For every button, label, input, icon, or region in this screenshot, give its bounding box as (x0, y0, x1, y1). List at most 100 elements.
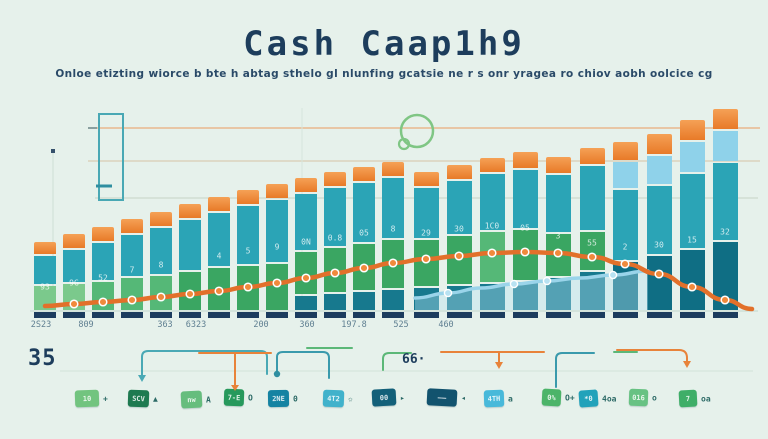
bar-segment-teal (92, 243, 114, 280)
bar-segment-orange (150, 212, 172, 226)
orange-line-dot (127, 295, 137, 305)
bar-value-label: 9G (69, 278, 79, 288)
orange-line-dot (421, 254, 431, 264)
bar-segment-orange (414, 172, 439, 186)
bar-segment-navy (580, 312, 605, 318)
bar-segment-navy (63, 312, 85, 318)
bar-segment-orange (266, 184, 288, 198)
speech-circle-icon (399, 113, 435, 149)
orange-line-dot (553, 248, 563, 258)
chip-glyph-icon: oa (701, 394, 711, 404)
bar-segment-orange (295, 178, 317, 192)
bar (34, 240, 56, 318)
bar-segment-orange (546, 157, 571, 173)
orange-line-dot (156, 292, 166, 302)
bar (647, 132, 672, 318)
bar (295, 176, 317, 318)
bar-segment-teal (353, 183, 375, 242)
bar-segment-navy (237, 312, 259, 318)
bar-segment-navy (480, 312, 505, 318)
bar-segment-orange (353, 167, 375, 181)
bar-segment-teal (63, 250, 85, 282)
bar-segment-orange (382, 162, 404, 176)
bar (613, 140, 638, 318)
bar-segment-teal (713, 163, 738, 240)
bar-value-label: 4 (216, 251, 222, 261)
connector-arrow-icon (683, 361, 691, 368)
speech-circle-tail-icon (397, 137, 411, 151)
bar-value-label: 30 (654, 240, 664, 250)
bar-segment-navy (34, 312, 56, 318)
bar-segment-teal (447, 181, 472, 234)
bar-segment-navy (150, 312, 172, 318)
connector-line (141, 350, 268, 378)
bar-segment-orange (713, 109, 738, 129)
square-dot-decor (51, 149, 55, 153)
connector-arrow-icon (495, 362, 503, 369)
bar-value-label: 05 (359, 228, 369, 238)
bar-segment-navy (266, 312, 288, 318)
bar-segment-teal (680, 174, 705, 248)
blue-line-dot (443, 288, 453, 298)
bar-value-label: 52 (98, 273, 108, 283)
orange-line-dot (185, 289, 195, 299)
chip-glyph-icon: + (103, 394, 108, 404)
x-axis-tick-label: 360 (299, 320, 315, 330)
orange-line-dot (272, 278, 282, 288)
bar-segment-navy (92, 312, 114, 318)
bar-segment-teal (179, 220, 201, 270)
x-axis-tick-label: 525 (393, 320, 409, 330)
bar-segment-navy (208, 312, 230, 318)
bar (513, 150, 538, 318)
chip-glyph-icon: O (248, 393, 253, 403)
orange-line-dot (620, 259, 630, 269)
bar-segment-orange (34, 242, 56, 254)
bar-segment-navy (613, 312, 638, 318)
orange-line-dot (454, 251, 464, 261)
orange-line-dot (69, 299, 79, 309)
bar-segment-orange (92, 227, 114, 241)
bar-value-label: 3 (555, 231, 561, 241)
bar-segment-teal (295, 194, 317, 250)
x-axis-tick-label: 197.8 (341, 320, 367, 330)
bar-segment-teal (414, 188, 439, 238)
bar-segment-orange (208, 197, 230, 211)
connector-line (276, 351, 330, 379)
orange-line-dot (388, 258, 398, 268)
chip-glyph-icon: A (206, 395, 211, 405)
bar-segment-teal (480, 174, 505, 230)
bar-segment-navy (295, 312, 317, 318)
orange-line-dot (98, 297, 108, 307)
page-title: Cash Caap1h9 (243, 24, 525, 64)
bar-segment-orange (324, 172, 346, 186)
bar-segment-teal (324, 188, 346, 246)
chip-glyph-icon: ◂ (461, 393, 466, 403)
bar-segment-orange (179, 204, 201, 218)
chip-glyph-icon: o (652, 393, 657, 403)
bar (680, 118, 705, 318)
header: Cash Caap1h9 Onloe etizting wiorce b bte… (0, 0, 768, 80)
x-axis-tick-label: 809 (78, 320, 94, 330)
bar-segment-lightBlue (647, 156, 672, 184)
bar-value-label: 55 (587, 238, 597, 248)
orange-line-dot (243, 282, 253, 292)
bar-segment-teal (150, 228, 172, 274)
bar-segment-orange (121, 219, 143, 233)
bar-segment-green (580, 232, 605, 270)
bar-segment-darkTeal (295, 296, 317, 310)
bar-value-label: 7 (129, 265, 135, 275)
bar-segment-lightBlue (713, 131, 738, 161)
bar-value-label: 0.8 (327, 233, 343, 243)
bar-segment-orange (647, 134, 672, 154)
left-number-label: 35 (28, 346, 57, 371)
bar-segment-orange (680, 120, 705, 140)
chip-glyph-icon: O+ (565, 393, 575, 403)
bar (382, 160, 404, 318)
bar-value-label: 0N (301, 237, 311, 247)
chip-glyph-icon: a (508, 394, 513, 404)
bar-segment-navy (447, 312, 472, 318)
orange-line-dot (301, 273, 311, 283)
chip-glyph-icon: ▲ (153, 394, 158, 404)
bar-segment-teal (546, 175, 571, 232)
